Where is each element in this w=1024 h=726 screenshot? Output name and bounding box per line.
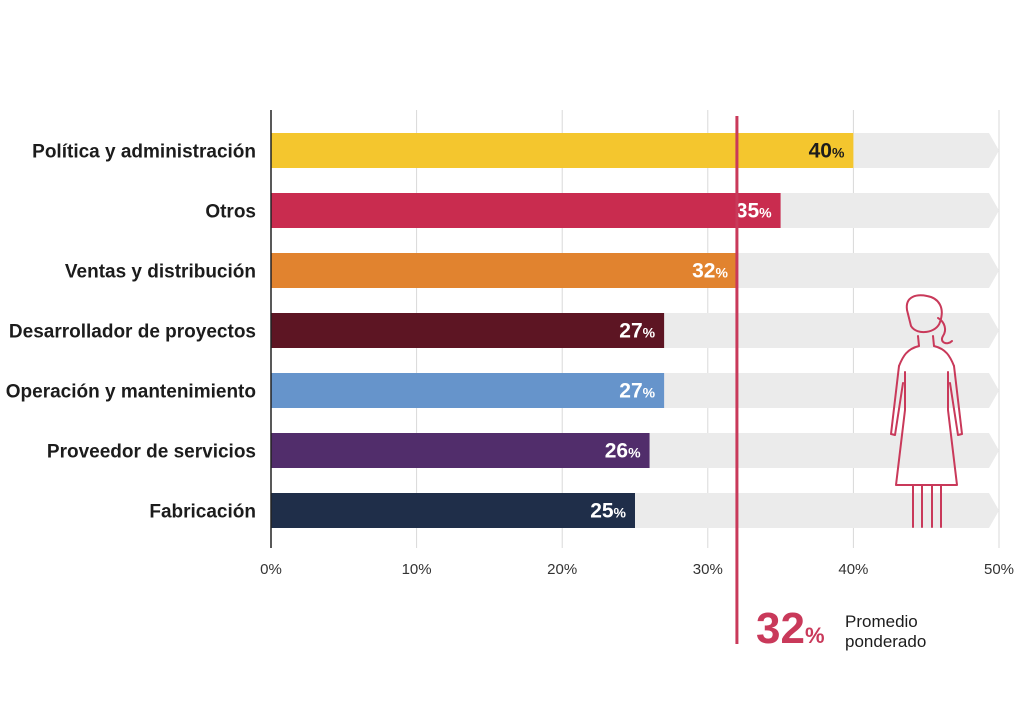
category-label: Política y administración (32, 142, 256, 163)
bar-value-label: 27% (619, 320, 655, 343)
category-labels: Política y administración Otros Ventas y d… (6, 142, 256, 523)
bar (271, 433, 650, 468)
bar-value-label: 40% (809, 140, 845, 163)
x-tick-labels: 0% 10% 20% 30% 40% 50% (260, 561, 1014, 578)
x-tick-label: 40% (838, 561, 868, 578)
category-label: Operación y mantenimiento (6, 382, 256, 403)
bar (271, 193, 781, 228)
average-label-line1: Promedio (845, 612, 918, 631)
average-number: 32 (756, 604, 805, 653)
bar-value-label: 27% (619, 380, 655, 403)
bars: 40% 35% 32% 27% 27% 26% 25% (271, 133, 854, 528)
bar-value-label: 26% (605, 440, 641, 463)
average-label-line2: ponderado (845, 632, 926, 651)
x-tick-label: 20% (547, 561, 577, 578)
bar (271, 373, 665, 408)
category-label: Otros (205, 202, 256, 223)
category-label: Ventas y distribución (65, 262, 256, 283)
bar (271, 493, 635, 528)
x-tick-label: 10% (402, 561, 432, 578)
bar-value-label: 35% (736, 200, 772, 223)
average-percent-sign: % (805, 623, 825, 648)
bar (271, 313, 665, 348)
average-value: 32% (756, 604, 825, 653)
x-tick-label: 0% (260, 561, 282, 578)
bar-value-label: 32% (692, 260, 728, 283)
x-tick-label: 50% (984, 561, 1014, 578)
bar-value-label: 25% (590, 500, 626, 523)
bar (271, 253, 737, 288)
x-tick-label: 30% (693, 561, 723, 578)
woman-figure-icon (890, 294, 963, 528)
category-label: Fabricación (149, 502, 256, 523)
bar (271, 133, 854, 168)
category-label: Desarrollador de proyectos (9, 322, 256, 343)
category-label: Proveedor de servicios (47, 442, 256, 463)
